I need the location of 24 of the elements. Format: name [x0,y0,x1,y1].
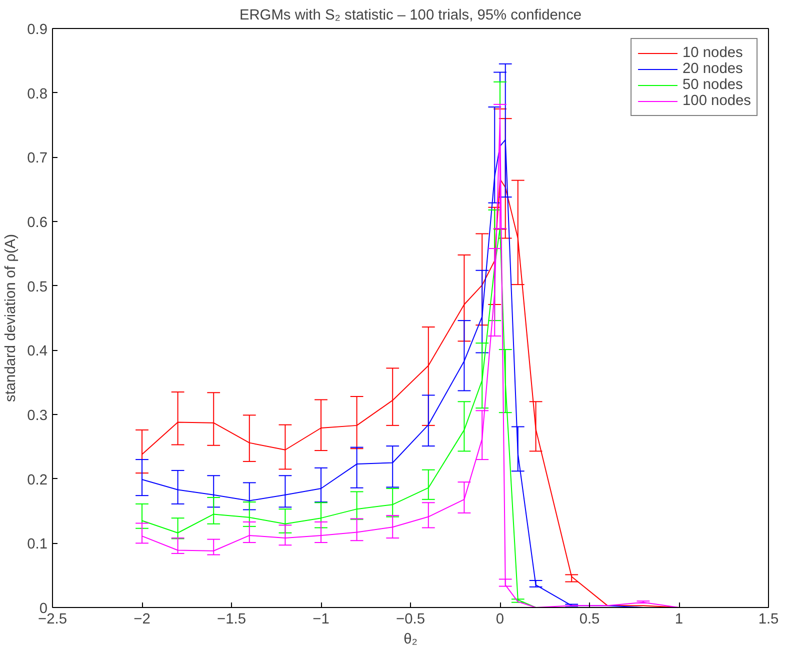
x-tick-label: −1.5 [217,612,246,628]
chart-title: ERGMs with S₂ statistic – 100 trials, 95% confidence [239,8,582,24]
y-tick-label: 0.2 [27,472,48,488]
x-tick-label: 1 [674,612,684,628]
x-tick-label: 0.5 [579,612,600,628]
legend-label: 20 nodes [682,61,743,77]
y-tick-label: 0.3 [27,408,48,424]
legend-label: 100 nodes [682,93,751,109]
y-axis-title: standard deviation of ρ(A) [3,234,20,402]
x-tick-label: −1 [312,612,330,628]
y-tick-label: 0.8 [27,86,48,102]
y-tick-label: 0.1 [27,536,48,553]
legend-label: 10 nodes [682,45,743,61]
y-tick-label: 0.9 [27,22,48,38]
legend-label: 50 nodes [682,77,743,93]
x-tick-label: 1.5 [758,612,779,628]
y-tick-label: 0.7 [27,150,48,167]
y-tick-label: 0.5 [27,279,48,296]
y-tick-label: 0.6 [27,215,48,231]
x-tick-label: 0 [496,612,504,628]
x-tick-label: −2 [134,612,150,628]
y-tick-label: 0.4 [27,344,48,360]
x-tick-label: −0.5 [396,612,425,628]
x-axis-title: θ₂ [404,632,418,648]
